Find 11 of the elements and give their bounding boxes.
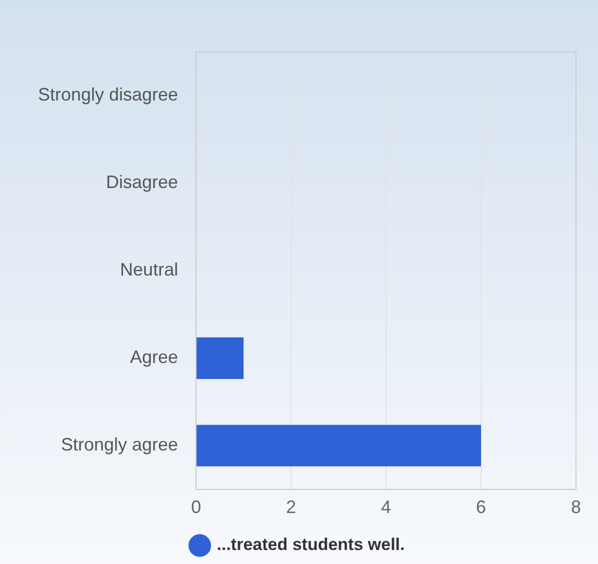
x-tick-label: 2	[286, 497, 296, 518]
legend-label: ...treated students well.	[216, 535, 405, 554]
y-tick-label: Disagree	[106, 172, 178, 192]
x-tick-label: 4	[381, 497, 392, 518]
x-tick-label: 6	[476, 497, 486, 518]
y-tick-label: Neutral	[120, 260, 178, 280]
y-tick-label: Strongly disagree	[38, 84, 178, 105]
y-tick-label: Agree	[130, 347, 178, 368]
x-tick-label: 0	[191, 497, 202, 518]
x-tick-label: 8	[570, 497, 582, 518]
y-tick-label: Strongly agree	[61, 434, 178, 455]
